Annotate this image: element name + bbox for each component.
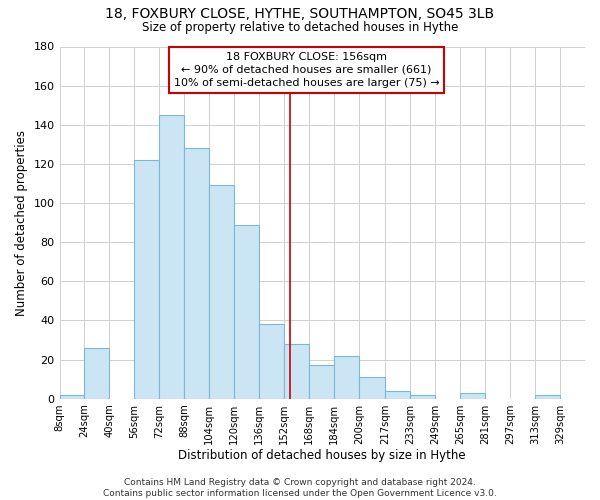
Bar (59, 395, 85, 398)
Bar (334, 356, 359, 399)
Bar (259, 324, 284, 398)
Bar (309, 366, 334, 398)
Bar (535, 395, 560, 398)
Bar (460, 393, 485, 398)
Text: Size of property relative to detached houses in Hythe: Size of property relative to detached ho… (142, 21, 458, 34)
Text: Contains HM Land Registry data © Crown copyright and database right 2024.
Contai: Contains HM Land Registry data © Crown c… (103, 478, 497, 498)
Bar (85, 348, 109, 399)
Bar (359, 377, 385, 398)
Text: 18, FOXBURY CLOSE, HYTHE, SOUTHAMPTON, SO45 3LB: 18, FOXBURY CLOSE, HYTHE, SOUTHAMPTON, S… (106, 8, 494, 22)
Bar (209, 186, 234, 398)
Bar (410, 395, 436, 398)
Bar (385, 391, 410, 398)
Y-axis label: Number of detached properties: Number of detached properties (15, 130, 28, 316)
Bar (134, 160, 160, 398)
Text: 18 FOXBURY CLOSE: 156sqm
← 90% of detached houses are smaller (661)
10% of semi-: 18 FOXBURY CLOSE: 156sqm ← 90% of detach… (173, 52, 439, 88)
X-axis label: Distribution of detached houses by size in Hythe: Distribution of detached houses by size … (178, 450, 466, 462)
Bar (184, 148, 209, 399)
Bar (284, 344, 309, 399)
Bar (160, 115, 184, 399)
Bar (234, 224, 259, 398)
